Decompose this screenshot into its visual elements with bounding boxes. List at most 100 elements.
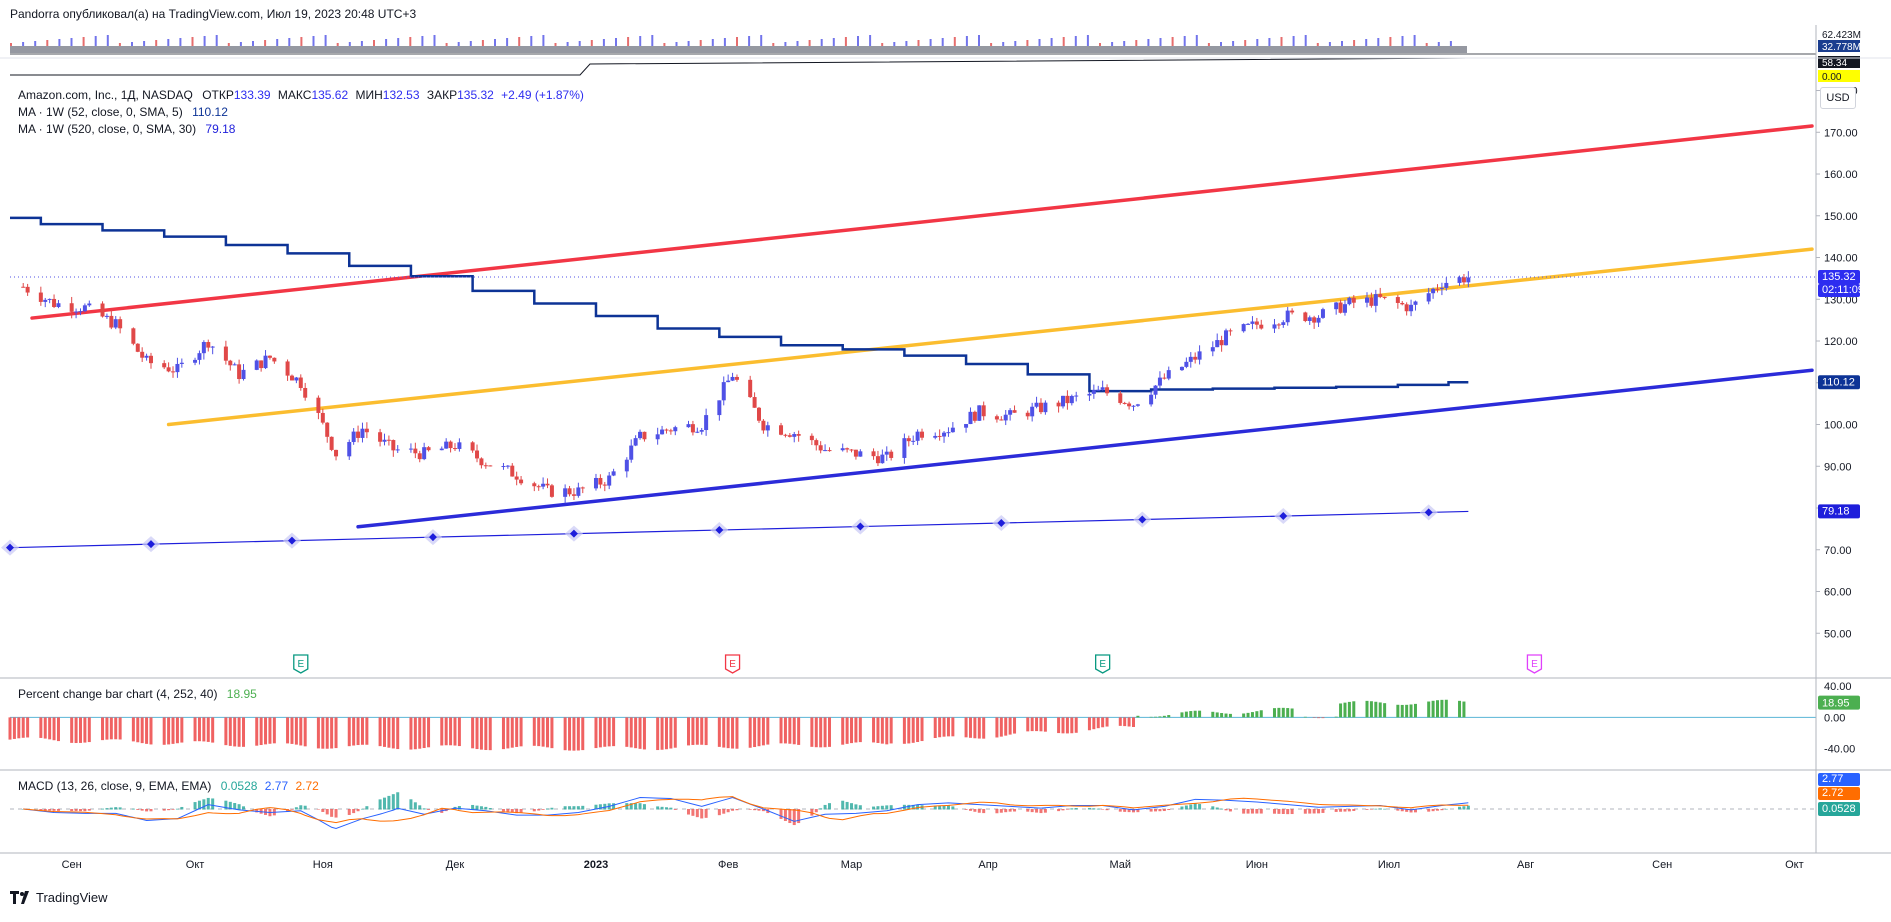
volume-bar bbox=[530, 36, 532, 46]
macd-histogram-bar bbox=[317, 809, 320, 810]
price-tick-label: 120.00 bbox=[1824, 336, 1858, 348]
candle-body bbox=[325, 423, 329, 437]
volume-bar bbox=[1317, 43, 1319, 46]
candle-body bbox=[1317, 318, 1321, 323]
pct-bar bbox=[268, 717, 271, 743]
candle-body bbox=[581, 487, 585, 488]
candle-body bbox=[74, 311, 78, 312]
candle-body bbox=[1466, 277, 1470, 282]
volume-bar bbox=[1075, 36, 1077, 46]
candle-body bbox=[255, 360, 259, 369]
pct-bar bbox=[449, 717, 452, 745]
macd-histogram-bar bbox=[418, 805, 421, 809]
main-legend: Amazon.com, Inc., 1Д, NASDAQ ОТКР133.39 … bbox=[18, 88, 584, 102]
volume-bar bbox=[264, 40, 266, 46]
tradingview-logo[interactable]: TradingView bbox=[10, 890, 108, 905]
pct-bar bbox=[387, 717, 390, 747]
macd-histogram-bar bbox=[330, 809, 333, 817]
candle-body bbox=[515, 477, 519, 480]
volume-bar bbox=[494, 39, 496, 46]
candle-body bbox=[735, 377, 739, 380]
candle-body bbox=[1057, 403, 1061, 407]
pct-bar bbox=[1180, 712, 1183, 717]
candle-body bbox=[1224, 330, 1228, 345]
axes: 50.0060.0070.0080.0090.00100.00110.00120… bbox=[0, 25, 1891, 871]
ma1-badge: 110.12 bbox=[1822, 376, 1855, 388]
macd-histogram-bar bbox=[973, 809, 976, 812]
pct-bar bbox=[661, 717, 664, 749]
pct-bar bbox=[119, 717, 122, 739]
time-tick-label: Сен bbox=[62, 859, 82, 871]
pct-bar bbox=[674, 717, 677, 747]
pct-bar bbox=[824, 717, 827, 747]
pct-bar bbox=[876, 717, 879, 743]
volume-bar bbox=[724, 38, 726, 46]
currency-button[interactable]: USD bbox=[1820, 87, 1856, 109]
candle-body bbox=[484, 465, 488, 466]
candle-body bbox=[286, 361, 290, 375]
candle-body bbox=[1154, 386, 1158, 395]
pct-bar bbox=[828, 717, 831, 746]
candle-body bbox=[1136, 404, 1140, 405]
pct-bar bbox=[326, 717, 329, 748]
candle-body bbox=[1189, 357, 1193, 362]
candle-body bbox=[841, 448, 845, 450]
volume-ma-line bbox=[10, 58, 1467, 75]
macd-histogram-bar bbox=[1229, 809, 1232, 811]
pct-bar bbox=[1004, 717, 1007, 735]
pct-bar bbox=[1225, 714, 1228, 718]
pct-bar bbox=[1185, 712, 1188, 718]
candle-body bbox=[563, 488, 567, 497]
macd-histogram-bar bbox=[819, 808, 822, 809]
macd-histogram-bar bbox=[951, 806, 954, 809]
macd-histogram-bar bbox=[1321, 809, 1324, 813]
macd-histogram-bar bbox=[718, 809, 721, 815]
candle-body bbox=[1039, 403, 1043, 412]
macd-histogram-bar bbox=[850, 803, 853, 809]
volume-bar bbox=[1232, 41, 1234, 46]
candle-body bbox=[660, 430, 664, 435]
pct-tick-label: 0.00 bbox=[1824, 712, 1845, 724]
volume-bar bbox=[240, 42, 242, 46]
pct-bar bbox=[480, 717, 483, 749]
volume-bar bbox=[1220, 42, 1222, 46]
pct-legend[interactable]: Percent change bar chart (4, 252, 40) 18… bbox=[18, 687, 257, 701]
ma1-legend[interactable]: MA · 1W (52, close, 0, SMA, 5) 110.12 bbox=[18, 105, 228, 119]
volume-bar bbox=[663, 43, 665, 46]
candle-body bbox=[422, 447, 426, 459]
candle-body bbox=[1378, 294, 1382, 297]
pct-bar bbox=[1035, 717, 1038, 731]
candle-body bbox=[1162, 378, 1166, 379]
macd-histogram-bar bbox=[1352, 809, 1355, 811]
macd-legend[interactable]: MACD (13, 26, close, 9, EMA, EMA) 0.0528… bbox=[18, 779, 319, 793]
volume-bar bbox=[591, 40, 593, 46]
countdown-badge: 02:11:09 bbox=[1822, 284, 1864, 296]
macd-histogram-bar bbox=[1308, 809, 1311, 814]
volume-bar bbox=[482, 40, 484, 46]
volume-bar bbox=[1353, 40, 1355, 46]
macd-histogram-bar bbox=[643, 804, 646, 809]
candle-body bbox=[999, 419, 1003, 420]
pct-bar bbox=[850, 717, 853, 743]
macd-histogram-bar bbox=[1286, 809, 1289, 814]
pct-bar bbox=[484, 717, 487, 750]
legend-high-label: МАКС bbox=[278, 88, 312, 102]
volume-bar bbox=[905, 41, 907, 46]
ma2-legend[interactable]: MA · 1W (520, close, 0, SMA, 30) 79.18 bbox=[18, 122, 235, 136]
macd-histogram-bar bbox=[326, 809, 329, 814]
candle-body bbox=[1149, 395, 1153, 405]
macd-legend-label: MACD (13, 26, close, 9, EMA, EMA) bbox=[18, 779, 211, 793]
candle-body bbox=[1026, 413, 1030, 417]
candle-body bbox=[576, 487, 580, 495]
volume-bar bbox=[1268, 38, 1270, 46]
candle-body bbox=[788, 435, 792, 437]
macd-histogram-bar bbox=[731, 809, 734, 811]
pct-bar bbox=[1405, 705, 1408, 718]
volume-bar bbox=[434, 35, 436, 46]
candle-body bbox=[101, 304, 105, 317]
macd-histogram-bar bbox=[1383, 809, 1386, 810]
volume-bar bbox=[748, 36, 750, 46]
volume-bar bbox=[83, 37, 85, 46]
candle-body bbox=[726, 381, 730, 382]
pct-bar bbox=[1352, 701, 1355, 717]
